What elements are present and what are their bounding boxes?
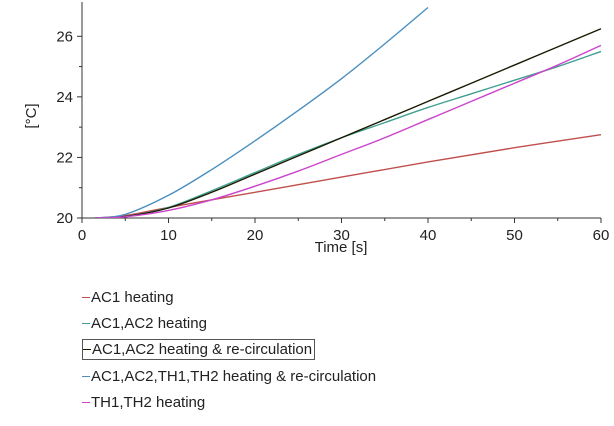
legend-item[interactable]: AC1,AC2 heating bbox=[82, 310, 376, 336]
legend-item-label: AC1,AC2 heating bbox=[91, 315, 207, 333]
series-layer bbox=[94, 6, 602, 218]
y-axis-title: [°C] bbox=[23, 103, 40, 128]
y-tick-label: 20 bbox=[56, 210, 73, 227]
series-line bbox=[94, 134, 602, 218]
legend-item-label: AC1,AC2,TH1,TH2 heating & re-circulation bbox=[91, 367, 377, 385]
legend-item[interactable]: AC1,AC2 heating & re-circulation bbox=[82, 337, 376, 363]
x-tick-label: 50 bbox=[506, 227, 523, 244]
y-tick-label: 26 bbox=[56, 28, 73, 45]
legend-item-label: AC1 heating bbox=[91, 288, 174, 306]
series-line bbox=[94, 6, 429, 218]
legend-swatch-icon bbox=[83, 349, 91, 351]
axes bbox=[77, 2, 602, 223]
legend-item-box: AC1,AC2,TH1,TH2 heating & re-circulation bbox=[82, 367, 376, 386]
legend-item-label: AC1,AC2 heating & re-circulation bbox=[92, 341, 313, 359]
x-tick-label: 10 bbox=[160, 227, 177, 244]
legend-item-box: AC1,AC2 heating & re-circulation bbox=[82, 339, 316, 361]
legend-item-box: AC1 heating bbox=[82, 288, 174, 307]
legend-swatch-icon bbox=[82, 296, 90, 298]
legend-item-box: TH1,TH2 heating bbox=[82, 393, 205, 412]
x-tick-label: 30 bbox=[333, 227, 350, 244]
x-tick-label: 0 bbox=[78, 227, 86, 244]
x-tick-label: 60 bbox=[593, 227, 610, 244]
x-tick-label: 20 bbox=[247, 227, 264, 244]
line-chart: 0 10 20 30 40 50 60 20 22 24 26 Time [s] [°C] bbox=[23, 2, 609, 256]
legend-item-label: TH1,TH2 heating bbox=[91, 394, 206, 412]
legend-swatch-icon bbox=[82, 323, 90, 325]
legend-item[interactable]: AC1 heating bbox=[82, 284, 376, 310]
legend: AC1 heating AC1,AC2 heating AC1,AC2 heat… bbox=[82, 284, 376, 416]
series-line bbox=[94, 44, 602, 218]
tick-labels: 0 10 20 30 40 50 60 20 22 24 26 bbox=[56, 28, 609, 244]
y-tick-label: 22 bbox=[56, 149, 73, 166]
legend-item-box: AC1,AC2 heating bbox=[82, 314, 207, 333]
legend-item[interactable]: TH1,TH2 heating bbox=[82, 390, 376, 416]
y-tick-label: 24 bbox=[56, 89, 73, 106]
x-axis-title: Time [s] bbox=[315, 239, 368, 256]
x-tick-label: 40 bbox=[420, 227, 437, 244]
legend-item[interactable]: AC1,AC2,TH1,TH2 heating & re-circulation bbox=[82, 363, 376, 389]
legend-swatch-icon bbox=[82, 402, 90, 404]
series-line bbox=[94, 28, 602, 218]
legend-swatch-icon bbox=[82, 375, 90, 377]
